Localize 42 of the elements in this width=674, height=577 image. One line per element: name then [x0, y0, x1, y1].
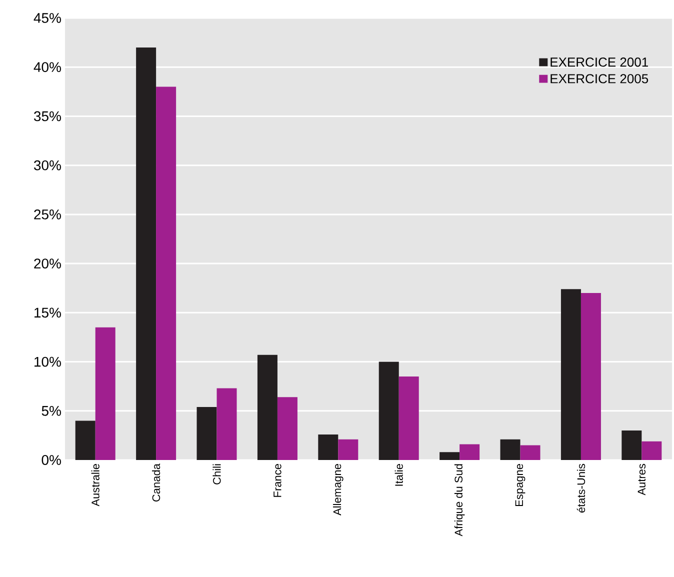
bar: [440, 452, 460, 460]
bar: [642, 441, 662, 460]
legend-label: EXERCICE 2005: [550, 74, 648, 84]
x-tick-label: France: [274, 464, 282, 497]
bar: [318, 434, 338, 460]
y-tick-label: 35%: [34, 111, 61, 122]
bar: [500, 439, 520, 460]
y-tick-label: 40%: [34, 62, 61, 72]
bar: [196, 406, 217, 460]
x-tick-label: Autres: [638, 464, 646, 496]
bar: [75, 420, 96, 460]
y-tick-label: 20%: [34, 258, 61, 269]
bar: [277, 397, 298, 460]
y-tick-label: 0%: [42, 455, 61, 465]
y-tick-label: 5%: [42, 406, 61, 416]
x-tick-label: Chili: [212, 464, 221, 484]
legend-label: EXERCICE 2001: [550, 58, 648, 67]
x-tick-label: Allemagne: [333, 464, 344, 516]
x-tick-label: états-Unis: [576, 464, 586, 513]
bar: [580, 293, 601, 460]
x-tick-label: Afrique du Sud: [454, 464, 465, 536]
x-tick-label: Australie: [91, 464, 100, 506]
bar: [520, 445, 540, 460]
y-tick-label: 30%: [34, 160, 61, 170]
bar: [560, 289, 581, 460]
x-tick-label: Canada: [152, 464, 160, 502]
bar: [398, 376, 419, 460]
bar: [156, 86, 176, 460]
bar: [95, 327, 116, 460]
y-tick-label: 15%: [34, 308, 61, 318]
x-tick-label: Espagne: [515, 464, 526, 506]
x-tick-label: Italie: [394, 464, 403, 486]
bar: [460, 444, 480, 460]
bar: [136, 47, 156, 460]
bar: [622, 430, 642, 460]
bar: [338, 439, 358, 460]
y-tick-label: 25%: [34, 209, 61, 220]
y-tick-label: 10%: [34, 356, 61, 367]
bar: [216, 388, 237, 460]
y-tick-label: 45%: [34, 13, 61, 23]
bar: [378, 362, 399, 460]
bar: [257, 354, 278, 460]
